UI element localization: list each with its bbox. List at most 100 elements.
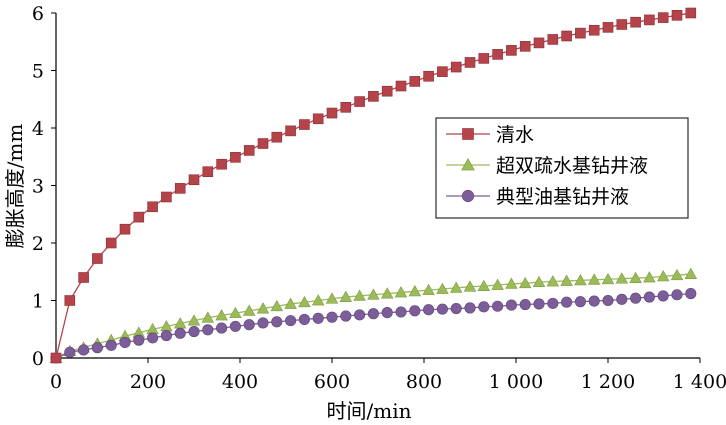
legend-marker <box>461 158 475 171</box>
data-point <box>519 298 531 311</box>
data-point <box>547 34 559 45</box>
data-point <box>271 131 283 143</box>
data-point <box>257 317 269 329</box>
data-point <box>298 295 311 308</box>
data-point <box>229 320 241 332</box>
data-point <box>299 119 310 130</box>
data-point <box>505 277 518 289</box>
data-point <box>671 289 683 301</box>
data-point <box>161 191 172 203</box>
legend-marker <box>462 128 474 140</box>
y-tick-label: 5 <box>32 61 44 83</box>
data-point <box>616 293 628 305</box>
data-point <box>202 166 214 177</box>
data-point <box>575 27 586 39</box>
data-point <box>561 296 573 308</box>
data-point <box>574 274 587 286</box>
data-point <box>644 14 655 26</box>
legend-label: 典型油基钻井液 <box>496 186 629 208</box>
y-tick-label: 1 <box>32 291 44 313</box>
x-tick-label: 200 <box>130 371 166 393</box>
data-point <box>368 91 379 102</box>
data-point <box>381 85 393 97</box>
data-point <box>422 283 435 296</box>
data-point <box>395 306 407 318</box>
data-point <box>409 305 421 317</box>
data-point <box>602 22 614 33</box>
data-point <box>437 66 448 77</box>
data-point <box>311 294 325 306</box>
data-point <box>119 223 131 235</box>
data-point <box>685 7 697 19</box>
data-point <box>216 158 227 170</box>
y-tick-label: 0 <box>32 348 44 370</box>
data-point <box>615 272 629 284</box>
data-point <box>561 30 572 42</box>
data-point <box>423 70 434 82</box>
data-point <box>464 57 476 68</box>
data-point <box>587 273 601 285</box>
data-point <box>326 107 338 119</box>
data-point <box>588 295 600 307</box>
x-tick-label: 800 <box>406 371 442 393</box>
data-point <box>243 145 255 156</box>
data-point <box>202 324 214 336</box>
data-point <box>505 299 517 311</box>
data-point <box>436 282 449 294</box>
y-tick-label: 2 <box>32 233 44 255</box>
data-point <box>271 316 283 328</box>
data-point <box>216 322 228 334</box>
data-point <box>312 113 324 125</box>
data-point <box>656 269 670 282</box>
data-point <box>546 275 560 287</box>
data-point <box>312 312 324 324</box>
data-point <box>50 352 62 364</box>
data-point <box>463 280 477 292</box>
data-point <box>629 271 642 283</box>
data-point <box>670 268 684 281</box>
data-point <box>160 330 172 342</box>
data-point <box>284 297 297 309</box>
data-point <box>325 292 339 304</box>
data-point <box>547 297 559 309</box>
data-point <box>423 304 435 316</box>
data-point <box>285 125 296 137</box>
data-point <box>298 313 310 326</box>
data-point <box>354 309 366 321</box>
data-point <box>367 288 380 300</box>
data-point <box>78 344 90 356</box>
x-tick-label: 400 <box>222 371 258 393</box>
y-tick-label: 3 <box>32 176 44 198</box>
series-triangle <box>49 267 698 363</box>
data-point <box>518 276 532 289</box>
data-point <box>242 304 256 316</box>
y-tick-label: 6 <box>32 3 44 25</box>
data-point <box>519 41 531 52</box>
y-tick-label: 4 <box>32 118 44 140</box>
data-point <box>188 174 200 186</box>
data-point <box>229 306 242 319</box>
data-point <box>450 61 462 73</box>
data-point <box>243 319 255 331</box>
data-point <box>630 292 642 304</box>
data-point <box>270 299 284 312</box>
data-point <box>408 284 422 297</box>
data-point <box>684 267 698 279</box>
data-point <box>91 342 103 354</box>
data-point <box>630 16 641 28</box>
data-point <box>574 296 586 308</box>
data-point <box>367 308 379 320</box>
data-point <box>616 19 628 30</box>
data-point <box>174 327 186 339</box>
data-point <box>174 183 186 194</box>
data-point <box>105 237 117 249</box>
legend-marker <box>461 189 475 203</box>
data-point <box>64 295 76 306</box>
y-axis-label: 膨胀高度/mm <box>3 124 27 249</box>
data-point <box>340 102 352 113</box>
data-point <box>339 290 353 302</box>
legend-box <box>435 117 689 219</box>
data-point <box>532 275 546 288</box>
